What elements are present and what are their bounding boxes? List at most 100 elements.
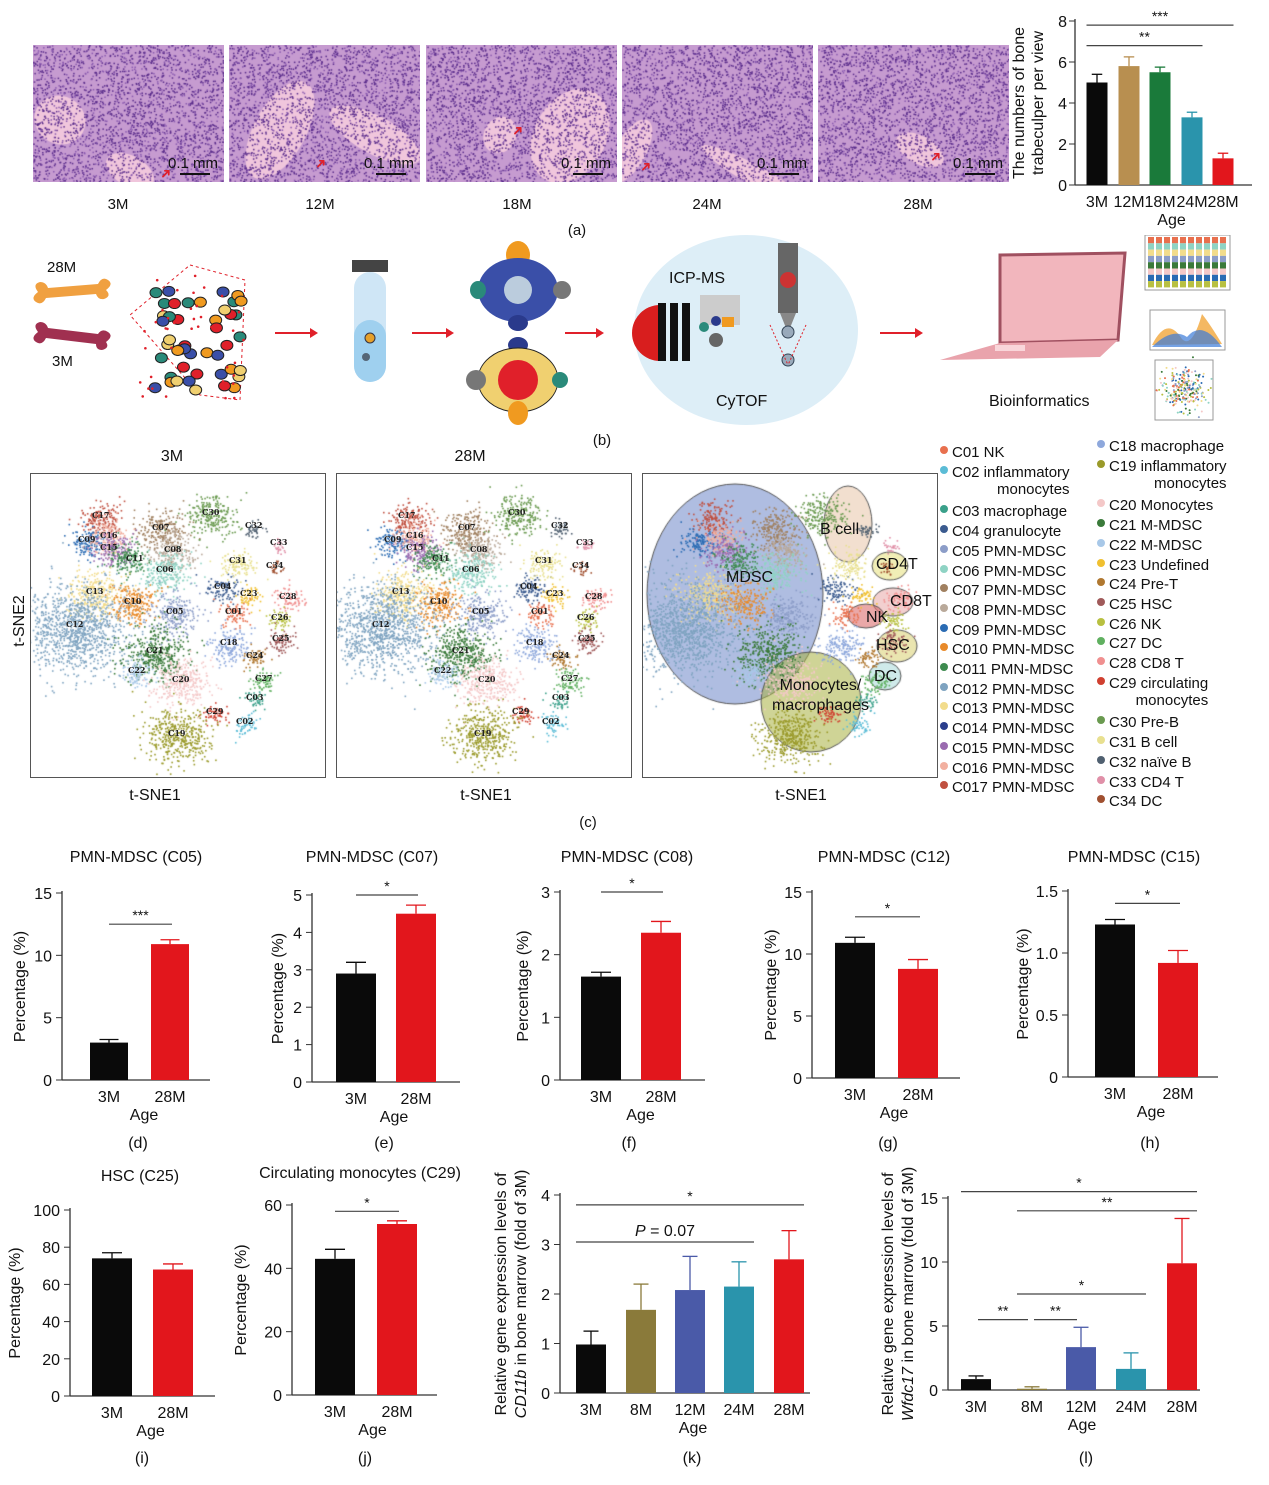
x-tick-label: 3M xyxy=(324,1404,346,1421)
legend-item: C07 PMN-MDSC xyxy=(940,582,1066,599)
legend-label-continued: monocytes xyxy=(997,480,1070,498)
cluster-label: C32 xyxy=(245,520,263,530)
cluster-label: C17 xyxy=(92,510,110,520)
cell-icon xyxy=(162,285,176,297)
x-tick-label: 8M xyxy=(630,1402,652,1419)
nebulizer-icon xyxy=(769,243,807,367)
cluster-label: C23 xyxy=(546,588,564,598)
y-tick-label: 5 xyxy=(293,888,302,905)
y-axis-label: Percentage (%) xyxy=(1015,928,1032,1039)
bar-28M xyxy=(153,1269,193,1396)
bar-chart-g xyxy=(806,890,960,1079)
bar-chart-j xyxy=(286,1203,437,1396)
y-tick-label: 5 xyxy=(929,1319,938,1336)
y-tick-label: 10 xyxy=(920,1255,938,1272)
bone-3m-icon xyxy=(33,322,111,350)
legend-color-dot xyxy=(940,682,948,691)
x-axis-label: Age xyxy=(130,1107,159,1124)
legend-item: C22 M-MDSC xyxy=(1097,537,1202,554)
significance-label: ** xyxy=(1139,29,1150,45)
legend-label: C010 PMN-MDSC xyxy=(952,641,1075,659)
y-tick-label: 1 xyxy=(293,1038,302,1055)
cluster-label: C34 xyxy=(572,560,590,570)
cluster-label: C02 xyxy=(542,716,560,726)
legend-color-dot xyxy=(1097,459,1105,468)
bar-24M xyxy=(1116,1368,1146,1390)
x-tick-label: 3M xyxy=(580,1402,602,1419)
y-axis-label: Relative gene expression levels of xyxy=(493,1172,510,1415)
legend-item: C25 HSC xyxy=(1097,596,1172,613)
cluster-label: C21 xyxy=(146,645,164,655)
y-tick-label: 6 xyxy=(1058,55,1067,72)
legend-color-dot xyxy=(940,446,948,455)
cell-type-region-label: DC xyxy=(874,668,898,685)
bone-28m-icon xyxy=(33,278,111,304)
legend-label: C22 M-MDSC xyxy=(1109,536,1203,554)
legend-color-dot xyxy=(940,525,948,534)
y-tick-label: 0 xyxy=(43,1073,52,1090)
cluster-label: C09 xyxy=(78,534,96,544)
y-tick-label: 1.0 xyxy=(1036,946,1058,963)
cell-type-region-label: CD8T xyxy=(890,593,932,610)
y-tick-label: 0 xyxy=(293,1075,302,1092)
legend-item: C31 B cell xyxy=(1097,734,1177,751)
legend-item: C02 inflammatory monocytes xyxy=(940,464,1070,498)
legend-color-dot xyxy=(1097,676,1105,685)
significance-label: * xyxy=(885,900,891,916)
legend-label: C30 Pre-B xyxy=(1109,714,1180,732)
bar-8M xyxy=(1017,1388,1047,1390)
cluster-label: C30 xyxy=(508,507,526,517)
legend-color-dot xyxy=(940,702,948,711)
x-tick-label: 18M xyxy=(1144,194,1175,211)
x-tick-label: 28M xyxy=(1166,1399,1197,1416)
cluster-label: C05 xyxy=(472,606,490,616)
legend-color-dot xyxy=(1097,795,1105,804)
y-axis-label: Percentage (%) xyxy=(515,930,532,1041)
x-tick-label: 24M xyxy=(1176,194,1207,211)
tsne-xlabel: t-SNE1 xyxy=(129,787,181,804)
y-tick-label: 3 xyxy=(541,885,550,902)
chart-title: HSC (C25) xyxy=(101,1168,179,1185)
cluster-label: C23 xyxy=(240,588,258,598)
x-tick-label: 3M xyxy=(844,1087,866,1104)
bar-3M xyxy=(92,1258,132,1396)
bar-28M xyxy=(377,1224,417,1395)
legend-color-dot xyxy=(1097,578,1105,587)
chart-title: PMN-MDSC (C08) xyxy=(561,849,693,866)
cluster-label: C22 xyxy=(434,665,452,675)
y-tick-label: 1.5 xyxy=(1036,884,1058,901)
cluster-label: C19 xyxy=(474,728,492,738)
histology-age-label: 24M xyxy=(692,196,722,213)
cell-icon xyxy=(218,380,232,392)
bar-12M xyxy=(675,1290,705,1393)
legend-item: C32 naïve B xyxy=(1097,754,1192,771)
legend-label: C013 PMN-MDSC xyxy=(952,700,1075,718)
x-tick-label: 28M xyxy=(400,1091,431,1108)
y-tick-label: 1 xyxy=(541,1337,550,1354)
significance-label: * xyxy=(364,1194,370,1210)
chart-title: PMN-MDSC (C15) xyxy=(1068,849,1200,866)
tsne-xlabel: t-SNE1 xyxy=(460,787,512,804)
tube-icon xyxy=(352,260,388,382)
cluster-label: C17 xyxy=(398,510,416,520)
scale-bar: 0.1 mm xyxy=(364,155,414,175)
legend-color-dot xyxy=(940,722,948,731)
significance-label: * xyxy=(384,878,390,894)
arrow-icon xyxy=(275,328,318,338)
cluster-label: C02 xyxy=(236,716,254,726)
y-axis-label: The numbers of bone xyxy=(1011,27,1028,179)
y-tick-label: 20 xyxy=(42,1352,60,1369)
legend-color-dot xyxy=(1097,637,1105,646)
legend-color-dot xyxy=(1097,755,1105,764)
cluster-label: C12 xyxy=(372,619,390,629)
significance-label: * xyxy=(1079,1277,1085,1293)
cell-icon xyxy=(211,349,225,361)
x-axis-label: Age xyxy=(880,1105,909,1122)
bar-28M xyxy=(641,932,681,1080)
legend-color-dot xyxy=(1097,538,1105,547)
legend-item: C04 granulocyte xyxy=(940,523,1061,540)
y-tick-label: 0 xyxy=(541,1073,550,1090)
histology-age-label: 18M xyxy=(502,196,532,213)
histology-image-24m xyxy=(622,45,813,182)
significance-label: ** xyxy=(998,1303,1009,1319)
